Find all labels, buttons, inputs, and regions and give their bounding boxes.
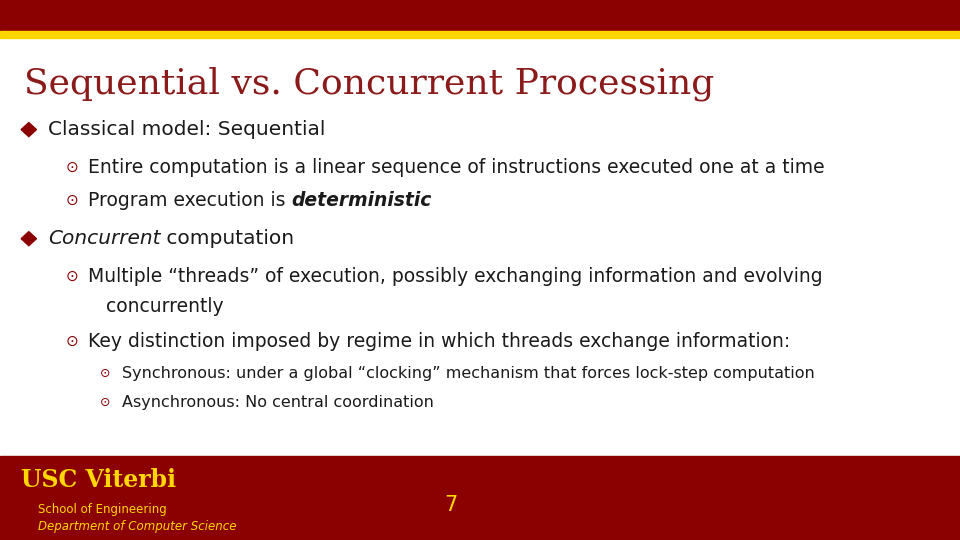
- Text: concurrently: concurrently: [106, 297, 224, 316]
- Text: computation: computation: [160, 229, 295, 248]
- Text: deterministic: deterministic: [292, 191, 432, 211]
- Text: Entire computation is a linear sequence of instructions executed one at a time: Entire computation is a linear sequence …: [88, 158, 825, 177]
- Text: Asynchronous: No central coordination: Asynchronous: No central coordination: [122, 395, 434, 410]
- Text: ⊙: ⊙: [101, 396, 110, 409]
- Bar: [0, 0, 960, 31]
- Text: 7: 7: [444, 495, 458, 515]
- Text: Key distinction imposed by regime in which threads exchange information:: Key distinction imposed by regime in whi…: [88, 332, 791, 351]
- Bar: [0, 456, 960, 540]
- Text: USC Viterbi: USC Viterbi: [21, 468, 177, 492]
- Text: Multiple “threads” of execution, possibly exchanging information and evolving: Multiple “threads” of execution, possibl…: [88, 267, 823, 286]
- Bar: [0, 31, 960, 38]
- Text: ⊙: ⊙: [65, 269, 79, 284]
- Text: ⊙: ⊙: [101, 367, 110, 380]
- Text: Concurrent: Concurrent: [48, 229, 160, 248]
- Text: Classical model: Sequential: Classical model: Sequential: [48, 120, 325, 139]
- Text: ⊙: ⊙: [65, 193, 79, 208]
- Text: Synchronous: under a global “clocking” mechanism that forces lock-step computati: Synchronous: under a global “clocking” m…: [122, 366, 815, 381]
- Text: ⊙: ⊙: [65, 160, 79, 175]
- Polygon shape: [21, 232, 36, 246]
- Text: Sequential vs. Concurrent Processing: Sequential vs. Concurrent Processing: [24, 66, 714, 101]
- Text: School of Engineering: School of Engineering: [38, 503, 167, 516]
- Text: ⊙: ⊙: [65, 334, 79, 349]
- Polygon shape: [21, 123, 36, 137]
- Text: Program execution is: Program execution is: [88, 191, 292, 211]
- Text: Department of Computer Science: Department of Computer Science: [38, 520, 237, 533]
